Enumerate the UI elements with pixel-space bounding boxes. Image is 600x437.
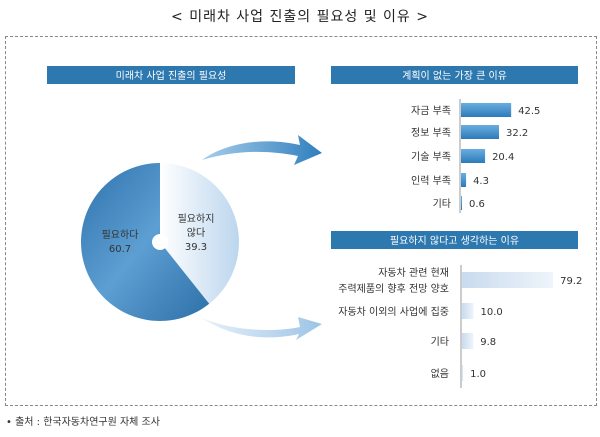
bar-label: 기술 부족	[411, 151, 451, 163]
bar-value: 79.2	[560, 276, 582, 287]
bar-value: 20.4	[492, 152, 514, 163]
bar-chart-1-title: 계획이 없는 가장 큰 이유	[402, 69, 507, 82]
bar-label: 정보 부족	[411, 127, 451, 139]
pie-slice-label: 필요하지	[178, 212, 215, 225]
pie-center-hole	[152, 234, 168, 250]
bar-value: 4.3	[473, 176, 489, 187]
bar	[462, 365, 464, 381]
bar	[461, 103, 512, 117]
bar-label: 자동차 관련 현재	[378, 267, 449, 279]
bar-chart-2-title-bar	[331, 231, 578, 249]
bar-label: 자동차 이외의 사업에 집중	[338, 305, 449, 318]
bar-value: 0.6	[469, 199, 485, 210]
arrow-to-reasons-no-plan	[202, 135, 322, 165]
pie-slice-value: 39.3	[185, 242, 207, 253]
pie-slice	[160, 163, 240, 304]
bar-value: 42.5	[518, 106, 540, 117]
bar	[462, 272, 554, 288]
bar-label: 자금 부족	[411, 105, 451, 117]
figure-frame	[5, 36, 597, 406]
bar-chart-1-title-bar	[331, 66, 578, 84]
bar-value: 1.0	[470, 369, 486, 380]
bar	[462, 333, 474, 349]
bar-label: 인력 부족	[411, 175, 451, 187]
bar-chart-2-title: 필요하지 않다고 생각하는 이유	[390, 234, 519, 247]
source-note: • 출처 : 한국자동차연구원 자체 조사	[6, 417, 160, 428]
bar-value: 9.8	[480, 337, 496, 348]
bar-value: 10.0	[481, 307, 503, 318]
pie-title-bar	[47, 66, 295, 84]
bar	[462, 303, 474, 319]
pie-slice	[81, 163, 210, 321]
figure-title: < 미래차 사업 진출의 필요성 및 이유 >	[171, 9, 429, 25]
bar-label: 없음	[431, 367, 449, 380]
arrow-to-reasons-not-needed	[202, 317, 322, 340]
pie-slice-label: 않다	[187, 227, 205, 239]
bar	[461, 196, 462, 210]
bar-label: 기타	[431, 336, 449, 348]
pie-title: 미래차 사업 진출의 필요성	[116, 69, 227, 82]
bar	[461, 125, 499, 139]
bar	[461, 149, 486, 163]
bar-value: 32.2	[506, 128, 528, 139]
bar-label: 주력제품의 향후 전망 양호	[338, 283, 449, 295]
pie-slice-value: 60.7	[109, 244, 131, 255]
bar	[461, 173, 467, 187]
bar-label: 기타	[433, 198, 451, 210]
pie-slice-label: 필요하다	[102, 228, 139, 241]
